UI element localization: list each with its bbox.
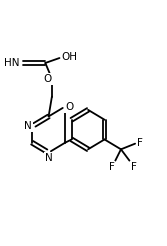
Text: F: F — [137, 138, 143, 148]
Text: O: O — [65, 102, 73, 111]
Text: F: F — [109, 162, 114, 172]
Text: N: N — [45, 153, 52, 163]
Text: F: F — [131, 162, 137, 172]
Text: N: N — [24, 121, 32, 131]
Text: F: F — [137, 138, 143, 148]
Text: F: F — [131, 162, 137, 172]
Text: HN: HN — [4, 58, 19, 68]
Text: O: O — [44, 74, 52, 84]
Text: F: F — [109, 162, 114, 172]
Text: OH: OH — [62, 52, 78, 62]
